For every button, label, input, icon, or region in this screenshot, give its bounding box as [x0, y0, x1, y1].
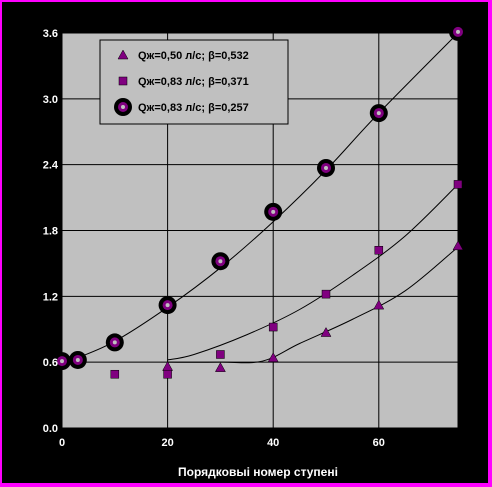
- y-tick-label: 1.8: [43, 226, 58, 238]
- marker-center: [376, 111, 381, 116]
- data-point-series-2: [268, 322, 278, 332]
- y-tick-label: 3.0: [43, 94, 58, 106]
- data-points: [53, 22, 467, 379]
- legend-label-series-1: Qж=0,50 л/с; β=0,532: [138, 50, 249, 62]
- data-point-series-3: [211, 252, 230, 271]
- y-tick-label: 1.2: [43, 291, 58, 303]
- data-point-series-2: [374, 246, 384, 255]
- data-point-series-2: [110, 369, 120, 379]
- x-tick-label: 60: [373, 437, 385, 449]
- legend-marker-series-1: [117, 49, 129, 60]
- trendline-series-2: [167, 184, 459, 361]
- y-tick-label: 3.6: [43, 28, 58, 40]
- marker-center: [456, 29, 460, 34]
- marker-center: [112, 340, 117, 345]
- marker-center: [271, 209, 276, 214]
- legend: Qж=0,50 л/с; β=0,532 Qж=0,83 л/с; β=0,371…: [99, 39, 289, 125]
- data-point-series-3: [68, 350, 87, 369]
- plot-border: [61, 32, 459, 429]
- data-point-series-1: [373, 299, 385, 310]
- y-tick-label: 2.4: [43, 160, 59, 172]
- x-tick-label: 0: [59, 437, 65, 449]
- data-point-series-2: [216, 350, 225, 359]
- data-point-series-1: [452, 240, 464, 251]
- marker-center: [165, 303, 170, 308]
- x-tick-labels: 0 20 40 60: [59, 437, 385, 449]
- x-tick-label: 20: [161, 437, 173, 449]
- marker-center: [75, 357, 80, 362]
- data-point-series-3: [317, 158, 335, 177]
- legend-marker-series-2: [118, 76, 128, 86]
- data-point-series-2: [163, 369, 172, 379]
- data-point-series-3: [264, 202, 283, 221]
- marker-center: [60, 359, 64, 364]
- data-point-series-3: [53, 352, 71, 371]
- legend-label-series-3: Qж=0,83 л/с; β=0,257: [138, 102, 249, 114]
- marker-center: [121, 105, 125, 109]
- data-point-series-3: [158, 296, 177, 315]
- data-point-series-1: [267, 352, 279, 363]
- data-point-series-1: [214, 362, 226, 372]
- x-tick-label: 40: [267, 437, 279, 449]
- data-point-series-1: [320, 327, 332, 337]
- y-tick-label: 0.0: [43, 423, 58, 435]
- marker-center: [324, 165, 328, 170]
- legend-marker-series-3: [114, 98, 132, 116]
- data-point-series-3: [369, 104, 388, 123]
- marker-center: [218, 259, 223, 264]
- data-point-series-2: [321, 289, 331, 299]
- legend-label-series-2: Qж=0,83 л/с; β=0,371: [138, 76, 249, 88]
- data-point-series-2: [453, 180, 463, 189]
- data-point-series-3: [449, 22, 467, 41]
- x-axis-title: Порядковыі номер ступені: [178, 465, 338, 479]
- chart-frame: 0 20 40 60 0.0 0.6 1.2 1.8 2.4 3.0 3.6 Порядковыі…: [2, 2, 488, 483]
- data-point-series-3: [105, 333, 124, 352]
- chart: 0 20 40 60 0.0 0.6 1.2 1.8 2.4 3.0 3.6 Порядковыі…: [43, 22, 467, 479]
- y-tick-labels: 0.0 0.6 1.2 1.8 2.4 3.0 3.6: [43, 28, 59, 435]
- y-tick-label: 0.6: [43, 357, 58, 369]
